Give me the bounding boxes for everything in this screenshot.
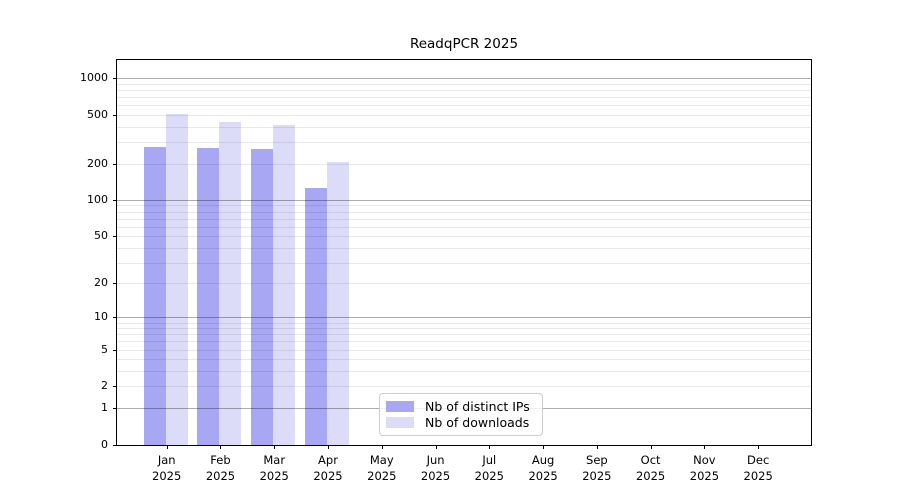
x-axis-year-label: 2025	[582, 469, 612, 483]
y-axis-tick	[113, 407, 117, 409]
x-axis-tick	[758, 445, 760, 449]
legend-item-distinct-ips: Nb of distinct IPs	[386, 398, 534, 414]
x-axis-year-label: 2025	[259, 469, 289, 483]
x-axis-tick-label: Aug 2025	[515, 452, 571, 484]
y-axis-tick	[113, 199, 117, 201]
legend-item-downloads: Nb of downloads	[386, 415, 534, 431]
y-axis-tick-label: 1000	[80, 71, 108, 85]
bar-distinct-ips-feb	[197, 147, 220, 445]
x-axis-tick-label: Apr 2025	[300, 452, 356, 484]
major-gridline	[117, 78, 811, 80]
y-axis-tick	[113, 349, 117, 351]
x-axis-year-label: 2025	[152, 469, 182, 483]
minor-gridline	[117, 84, 811, 86]
bar-downloads-jan	[165, 113, 188, 445]
x-axis-tick-label: Mar 2025	[246, 452, 302, 484]
y-axis-tick	[113, 317, 117, 319]
y-axis-tick-label: 20	[94, 276, 108, 290]
y-axis-tick-label: 200	[87, 156, 108, 170]
y-axis-tick-label: 100	[87, 192, 108, 206]
x-axis-tick-label: Dec 2025	[730, 452, 786, 484]
bar-distinct-ips-mar	[251, 149, 274, 445]
x-axis-year-label: 2025	[689, 469, 720, 483]
legend-swatch-downloads	[386, 417, 414, 429]
x-axis-year-label: 2025	[528, 469, 558, 483]
y-axis-tick-label: 2	[101, 379, 108, 393]
x-axis-tick	[328, 445, 329, 449]
x-axis-tick	[220, 445, 222, 449]
x-axis-tick	[381, 445, 383, 449]
plot-area	[117, 60, 811, 445]
x-axis-tick	[274, 445, 276, 449]
y-axis-tick	[113, 236, 117, 238]
y-axis-tick-label: 10	[94, 310, 108, 324]
y-axis-tick-label: 500	[87, 108, 108, 122]
bar-distinct-ips-jan	[143, 147, 166, 445]
minor-gridline	[117, 90, 811, 92]
x-axis-year-label: 2025	[635, 469, 666, 483]
legend: Nb of distinct IPs Nb of downloads	[379, 393, 543, 436]
y-axis-tick-label: 1	[101, 400, 108, 414]
x-axis-tick	[704, 445, 706, 449]
y-axis-tick	[113, 115, 117, 117]
bar-distinct-ips-apr	[305, 187, 327, 445]
x-axis-year-label: 2025	[205, 469, 236, 483]
y-axis-tick-label: 5	[101, 342, 108, 356]
y-axis-tick	[113, 386, 117, 388]
x-axis-tick	[435, 445, 437, 449]
bar-downloads-mar	[273, 124, 296, 445]
x-axis-year-label: 2025	[367, 469, 397, 483]
minor-gridline	[117, 105, 811, 107]
chart-title: ReadqPCR 2025	[409, 36, 519, 52]
x-axis-tick	[489, 445, 491, 449]
legend-label-downloads: Nb of downloads	[425, 415, 530, 431]
x-axis-year-label: 2025	[420, 469, 451, 483]
legend-swatch-distinct-ips	[386, 400, 414, 412]
y-axis-tick	[113, 78, 117, 80]
legend-label-distinct-ips: Nb of distinct IPs	[425, 398, 530, 414]
x-axis-tick-label: Sep 2025	[569, 452, 625, 484]
y-axis-tick-label: 0	[101, 437, 108, 451]
x-axis-year-label: 2025	[743, 469, 773, 483]
x-axis-tick	[166, 445, 168, 449]
y-axis-tick-label: 50	[94, 229, 108, 243]
x-axis-tick-label: Jun 2025	[408, 452, 464, 484]
x-axis-tick-label: Nov 2025	[676, 452, 732, 484]
x-axis-tick-label: Jul 2025	[461, 452, 517, 484]
x-axis-tick-label: Oct 2025	[623, 452, 679, 484]
minor-gridline	[117, 97, 811, 99]
x-axis-tick	[543, 445, 545, 449]
minor-gridline	[117, 115, 811, 117]
bar-downloads-apr	[327, 162, 349, 445]
x-axis-year-label: 2025	[313, 469, 343, 483]
y-axis-tick	[113, 444, 117, 446]
bar-downloads-feb	[219, 121, 242, 445]
x-axis-tick-label: Jan 2025	[139, 452, 195, 484]
x-axis-tick	[650, 445, 652, 449]
y-axis-tick	[113, 163, 117, 165]
x-axis-tick-label: Feb 2025	[192, 452, 248, 484]
x-axis-tick	[596, 445, 598, 449]
y-axis-tick	[113, 283, 117, 285]
x-axis-tick-label: May 2025	[354, 452, 410, 484]
x-axis-year-label: 2025	[474, 469, 504, 483]
